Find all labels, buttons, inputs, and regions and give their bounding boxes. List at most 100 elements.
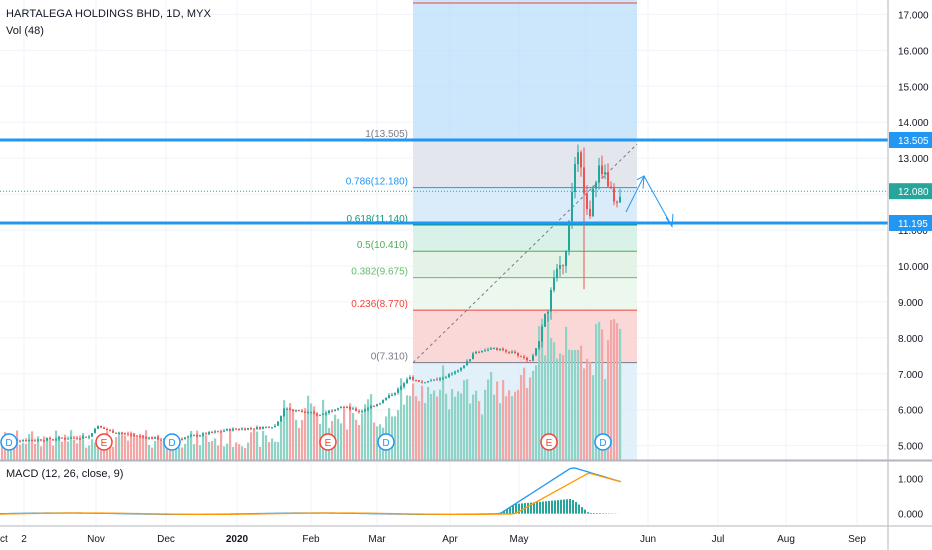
volume-bar [451, 389, 454, 460]
volume-bar [163, 440, 166, 460]
candle-body [469, 359, 471, 362]
candle-body [280, 416, 282, 422]
volume-bar [394, 416, 397, 460]
candle-body [451, 373, 453, 375]
candle-body [340, 406, 342, 409]
macd-histogram-bar [572, 500, 574, 514]
candle-body [85, 436, 87, 438]
volume-bar [310, 403, 313, 460]
volume-bar [544, 355, 547, 460]
x-tick-label: Feb [302, 534, 320, 545]
volume-bar [94, 442, 97, 460]
candle-body [496, 348, 498, 351]
volume-bar [424, 403, 427, 460]
volume-bar [418, 401, 421, 460]
volume-bar [256, 431, 259, 460]
candle-body [550, 290, 552, 312]
volume-bar [82, 433, 85, 460]
macd-histogram-bar [506, 508, 508, 514]
volume-bar [493, 394, 496, 460]
candle-body [205, 433, 207, 435]
candle-body [574, 164, 576, 192]
candle-body [511, 351, 513, 353]
fib-range-shade [413, 0, 637, 140]
fib-level-label: 0.382(9.675) [351, 267, 408, 278]
volume-bar [583, 368, 586, 460]
volume-bar [208, 441, 211, 460]
volume-bar [115, 437, 118, 460]
volume-bar [124, 435, 127, 460]
candle-body [508, 351, 510, 353]
macd-histogram-bar [569, 498, 571, 514]
volume-bar [562, 355, 565, 460]
candle-body [568, 221, 570, 251]
volume-bar [541, 318, 544, 460]
volume-bar [193, 444, 196, 460]
fib-zone [413, 187, 637, 225]
volume-bar [145, 430, 148, 460]
volume-bar [217, 445, 220, 460]
horizontal-lines[interactable] [0, 138, 888, 225]
volume-bar [220, 431, 223, 460]
volume-bar [535, 365, 538, 460]
y-tick-label: 11.000 [898, 226, 928, 237]
candle-body [424, 382, 426, 384]
volume-bar [490, 372, 493, 460]
volume-bar [154, 440, 157, 460]
candle-body [493, 348, 495, 350]
volume-bar [580, 345, 583, 460]
volume-bar [265, 435, 268, 460]
price-label-text: 13.505 [898, 136, 929, 147]
volume-bar [598, 321, 601, 460]
candle-body [67, 438, 69, 440]
volume-bar [130, 431, 133, 460]
candle-body [466, 361, 468, 366]
candle-body [190, 435, 192, 437]
candle-body [289, 408, 291, 410]
volume-bar [604, 379, 607, 460]
candle-body [232, 428, 234, 431]
candle-body [202, 433, 204, 436]
candle-body [382, 399, 384, 404]
volume-bar [283, 400, 286, 460]
volume-bar [301, 420, 304, 460]
event-marker-earnings [319, 433, 337, 451]
x-tick-label: Oct [0, 534, 8, 545]
candle-body [361, 411, 363, 413]
macd-histogram-bar [599, 513, 601, 514]
candle-body [502, 348, 504, 351]
volume-bar [295, 419, 298, 460]
volume-bar [304, 408, 307, 460]
candle-body [34, 440, 36, 442]
volume-bar [517, 389, 520, 460]
volume-bar [52, 445, 55, 460]
volume-bar [142, 435, 145, 460]
candle-body [514, 351, 516, 354]
volume-bar [409, 395, 412, 460]
volume-bar [568, 349, 571, 460]
event-marker-label: D [599, 438, 606, 449]
candle-body [154, 437, 156, 439]
event-marker-earnings [95, 433, 113, 451]
volume-bar [160, 440, 163, 460]
event-marker-earnings [540, 433, 558, 451]
volume-bar [433, 390, 436, 460]
volume-bar [355, 419, 358, 460]
candle-body [100, 425, 102, 428]
projection-arrows[interactable] [625, 175, 674, 228]
volume-bar [223, 446, 226, 460]
candle-body [301, 410, 303, 412]
volume-bar [547, 314, 550, 460]
volume-bar [49, 440, 52, 460]
event-marker-dividend [163, 433, 181, 451]
volume-bar [184, 443, 187, 460]
candle-body [238, 429, 240, 431]
volume-bar [43, 436, 46, 460]
volume-bar [592, 375, 595, 460]
volume-bar [346, 429, 349, 460]
macd-histogram-bar [578, 504, 580, 514]
event-marker-label: E [546, 438, 553, 449]
volume-bar [73, 439, 76, 460]
